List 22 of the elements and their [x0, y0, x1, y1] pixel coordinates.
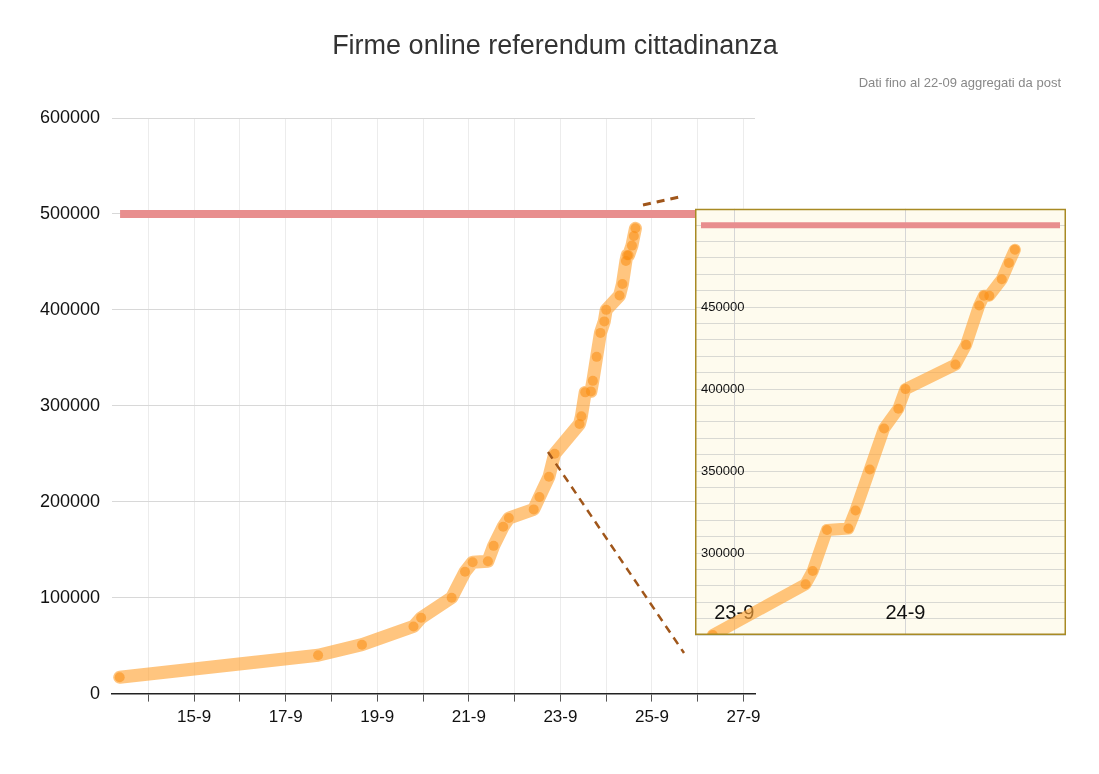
y-tick-label: 350000 — [701, 462, 745, 478]
x-tick-label: 23-9 — [543, 707, 578, 727]
x-tick-label: 24-9 — [885, 600, 926, 623]
y-tick-label: 500000 — [39, 202, 101, 223]
y-tick-label: 400000 — [39, 298, 101, 319]
x-tick-label: 25-9 — [634, 707, 669, 727]
y-tick-label: 450000 — [701, 298, 745, 314]
chart-title: Firme online referendum cittadinanza — [331, 30, 779, 61]
x-tick-label: 15-9 — [177, 707, 212, 727]
text: Dati fino al 22-09 aggregati da post — [858, 75, 1061, 90]
y-tick-label: 400000 — [701, 380, 745, 396]
x-tick-label: 17-9 — [268, 707, 303, 727]
x-tick-label: 27-9 — [726, 707, 761, 727]
x-tick-label: 19-9 — [360, 707, 395, 727]
x-tick-label: 21-9 — [451, 707, 486, 727]
x-tick-label: 23-9 — [714, 600, 755, 623]
y-tick-label: 100000 — [39, 586, 101, 607]
y-tick-label: 300000 — [39, 394, 101, 415]
y-tick-label: 0 — [90, 682, 101, 703]
y-tick-label: 600000 — [39, 106, 101, 127]
y-tick-label: 200000 — [39, 490, 101, 511]
y-tick-label: 300000 — [701, 544, 745, 560]
